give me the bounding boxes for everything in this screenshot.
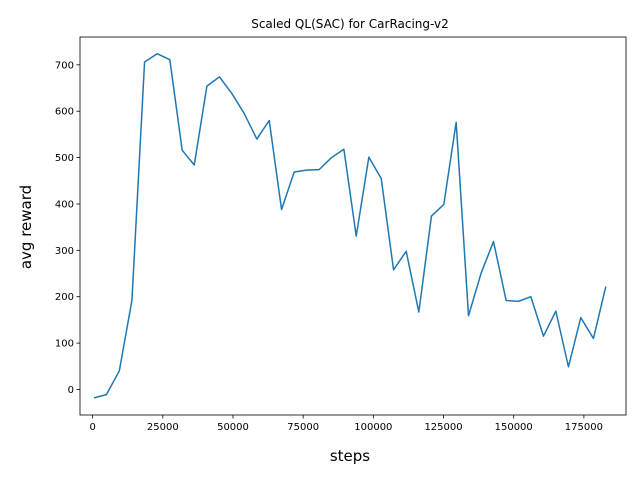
x-tick-label: 100000: [354, 422, 392, 433]
y-tick-label: 200: [55, 292, 74, 303]
x-axis-label: steps: [330, 447, 370, 465]
y-tick-label: 400: [55, 199, 74, 210]
y-axis-label: avg reward: [17, 185, 35, 269]
x-tick-label: 125000: [424, 422, 462, 433]
x-tick-label: 150000: [495, 422, 533, 433]
chart-title: Scaled QL(SAC) for CarRacing-v2: [251, 17, 449, 31]
plot-frame: [79, 36, 627, 416]
y-tick-label: 300: [55, 246, 74, 257]
x-tick-label: 50000: [217, 422, 249, 433]
y-tick-label: 500: [55, 153, 74, 164]
y-tick-label: 100: [55, 339, 74, 350]
y-tick-label: 600: [55, 107, 74, 118]
x-tick-label: 0: [89, 422, 95, 433]
y-tick-label: 0: [68, 385, 74, 396]
x-tick-label: 75000: [287, 422, 319, 433]
plot-area: 0 25000 50000 75000 100000 125000 150000 175000…: [55, 36, 627, 433]
x-tick-label: 25000: [147, 422, 179, 433]
x-tick-label: 175000: [565, 422, 603, 433]
series-line-0: [93, 52, 607, 399]
y-tick-label: 700: [55, 60, 74, 71]
